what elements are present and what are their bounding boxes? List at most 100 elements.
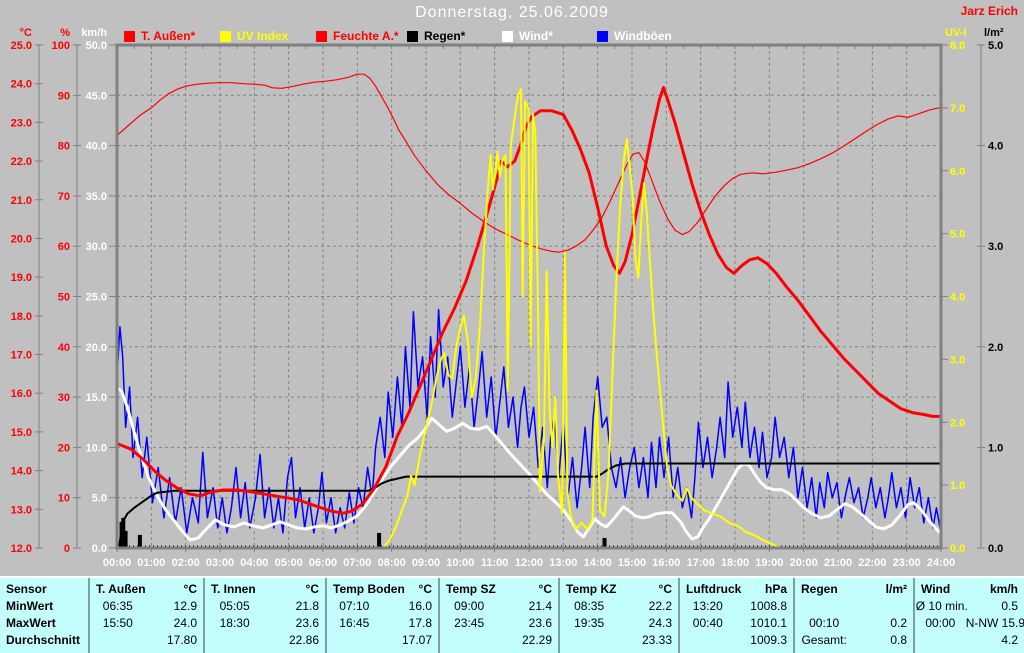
table-cell: 05:05 [219,599,250,613]
table-cell [327,632,382,649]
chart-region: Donnerstag, 25.06.2009 Jarz Erich T. Auß… [11,4,1018,569]
table-cell: °C [305,582,319,596]
table-row: 15:50 24.0 [90,615,203,632]
table-column-t-innen: T. Innen °C 05:05 21.8 18:30 23.6 22.86 [203,578,325,653]
axis-c: 12.0 13.0 14.0 15.0 16.0 17.0 18.0 19.0 20.0 21.0… [11,40,43,555]
axis-tick-label: 6.0 [950,166,965,178]
table-row: 16:45 17.8 [327,615,438,632]
axis-tick-label: 45.0 [86,90,107,102]
chart-title: Donnerstag, 25.06.2009 [415,4,609,21]
table-column-luftdruck: Luftdruck hPa 13:20 1008.8 00:40 1010.1 1009.3 [678,578,793,653]
table-cell: 22.29 [521,633,552,647]
axis-tick-label: 20.0 [11,233,32,245]
axis-tick-label: 50 [58,292,70,304]
axis-tick-label: 3.0 [988,241,1003,253]
table-cell: 07:10 [339,599,370,613]
axis-tick-label: 5.0 [988,40,1003,52]
table-row: 19:35 24.3 [560,615,678,632]
table-cell: 0.8 [890,633,907,647]
table-cell [680,632,736,649]
axis-tick-label: 1.0 [950,480,965,492]
table-cell: 1009.3 [750,633,787,647]
x-axis-tick-label: 00:00 [103,557,131,569]
x-axis-tick-label: 23:00 [893,557,921,569]
axis-tick-label: 14.0 [11,466,32,478]
table-cell: Temp Boden [333,582,405,596]
table-cell: 22.2 [648,599,672,613]
table-cell: 19:35 [574,616,605,630]
legend-swatch-icon [316,30,327,42]
axis-unit-label: l/m² [984,27,1004,39]
table-cell: T. Innen [211,582,256,596]
table-row: Gesamt: 0.8 [795,632,913,649]
table-cell: 06:35 [102,599,133,613]
table-row: 22.29 [440,632,558,649]
legend-swatch-icon [124,30,135,42]
table-cell: 23.6 [295,616,319,630]
table-cell: 23.33 [641,633,672,647]
table-cell: 08:35 [574,599,605,613]
legend-swatch-icon [597,30,608,42]
axis-tick-label: 60 [58,241,70,253]
table-cell: 23.6 [528,616,552,630]
x-axis-tick-label: 18:00 [721,557,749,569]
legend-item-regen: Regen* [407,29,465,43]
table-cell [915,632,969,649]
table-cell: l/m² [885,582,907,596]
table-row: 23:45 23.6 [440,615,558,632]
legend-swatch-icon [407,30,418,42]
weather-chart: 12.0 13.0 14.0 15.0 16.0 17.0 18.0 19.0 20.0 21.0… [11,27,1004,569]
axis-tick-label: 100 [52,40,70,52]
axis-tick-label: 23.0 [11,117,32,129]
legend-item-t-au-en: T. Außen* [124,29,195,43]
axis-tick-label: 17.0 [11,350,32,362]
summary-table: Sensor MinWert MaxWert Durchschnitt T. Außen… [0,576,1024,653]
legend-label: Windböen [614,29,672,43]
legend-item-uv-index: UV Index [220,29,288,43]
table-header-row: T. Innen °C [205,581,325,598]
rain-bar [123,530,128,548]
table-column-wind: Wind km/h Ø 10 min. 0.5 00:00 N-NW 15.9 4.2 [913,578,1024,653]
axis-unit-label: UV-I [945,27,966,39]
axis-tick-label: 18.0 [11,311,32,323]
table-cell: 0.2 [890,616,907,630]
table-cell: 16:45 [339,616,370,630]
axis-unit-label: km/h [81,27,107,39]
axis-unit-label: °C [20,27,32,39]
table-row: 22.86 [205,632,325,649]
legend-label: Feuchte A.* [333,29,399,43]
table-cell: T. Außen [96,582,146,596]
legend-item-wind: Wind* [502,29,553,43]
table-cell: 18:30 [219,616,250,630]
table-cell: Regen [801,582,838,596]
table-cell: 15:50 [102,616,133,630]
table-cell: 1010.1 [750,616,787,630]
x-axis-tick-label: 01:00 [137,557,165,569]
series-t-au-en [115,86,943,515]
table-cell: 17.80 [166,633,197,647]
table-cell: Temp SZ [446,582,496,596]
axis-tick-label: 13.0 [11,504,32,516]
axis-tick-label: 80 [58,141,70,153]
axis-tick-label: 50.0 [86,40,107,52]
table-cell: 24.3 [648,616,672,630]
x-axis-tick-label: 07:00 [343,557,371,569]
table-column-sensor: Sensor MinWert MaxWert Durchschnitt [0,578,88,653]
table-cell: 17.07 [401,633,432,647]
legend-swatch-icon [220,30,231,42]
table-cell: °C [658,582,672,596]
x-axis-tick-label: 21:00 [824,557,852,569]
table-row: 00:10 0.2 [795,615,913,632]
axis-tick-label: 20.0 [86,342,107,354]
table-cell: Wind [921,582,951,596]
x-axis-tick-label: 24:00 [927,557,955,569]
series-uv-index [116,88,942,549]
table-cell: Temp KZ [566,582,617,596]
table-cell: 00:00 [925,616,956,630]
table-cell: °C [183,582,197,596]
axis-tick-label: 4.0 [988,141,1003,153]
table-cell: Gesamt: [801,633,847,647]
series-feuchte-a [116,73,942,253]
axis-tick-label: 40 [58,342,70,354]
